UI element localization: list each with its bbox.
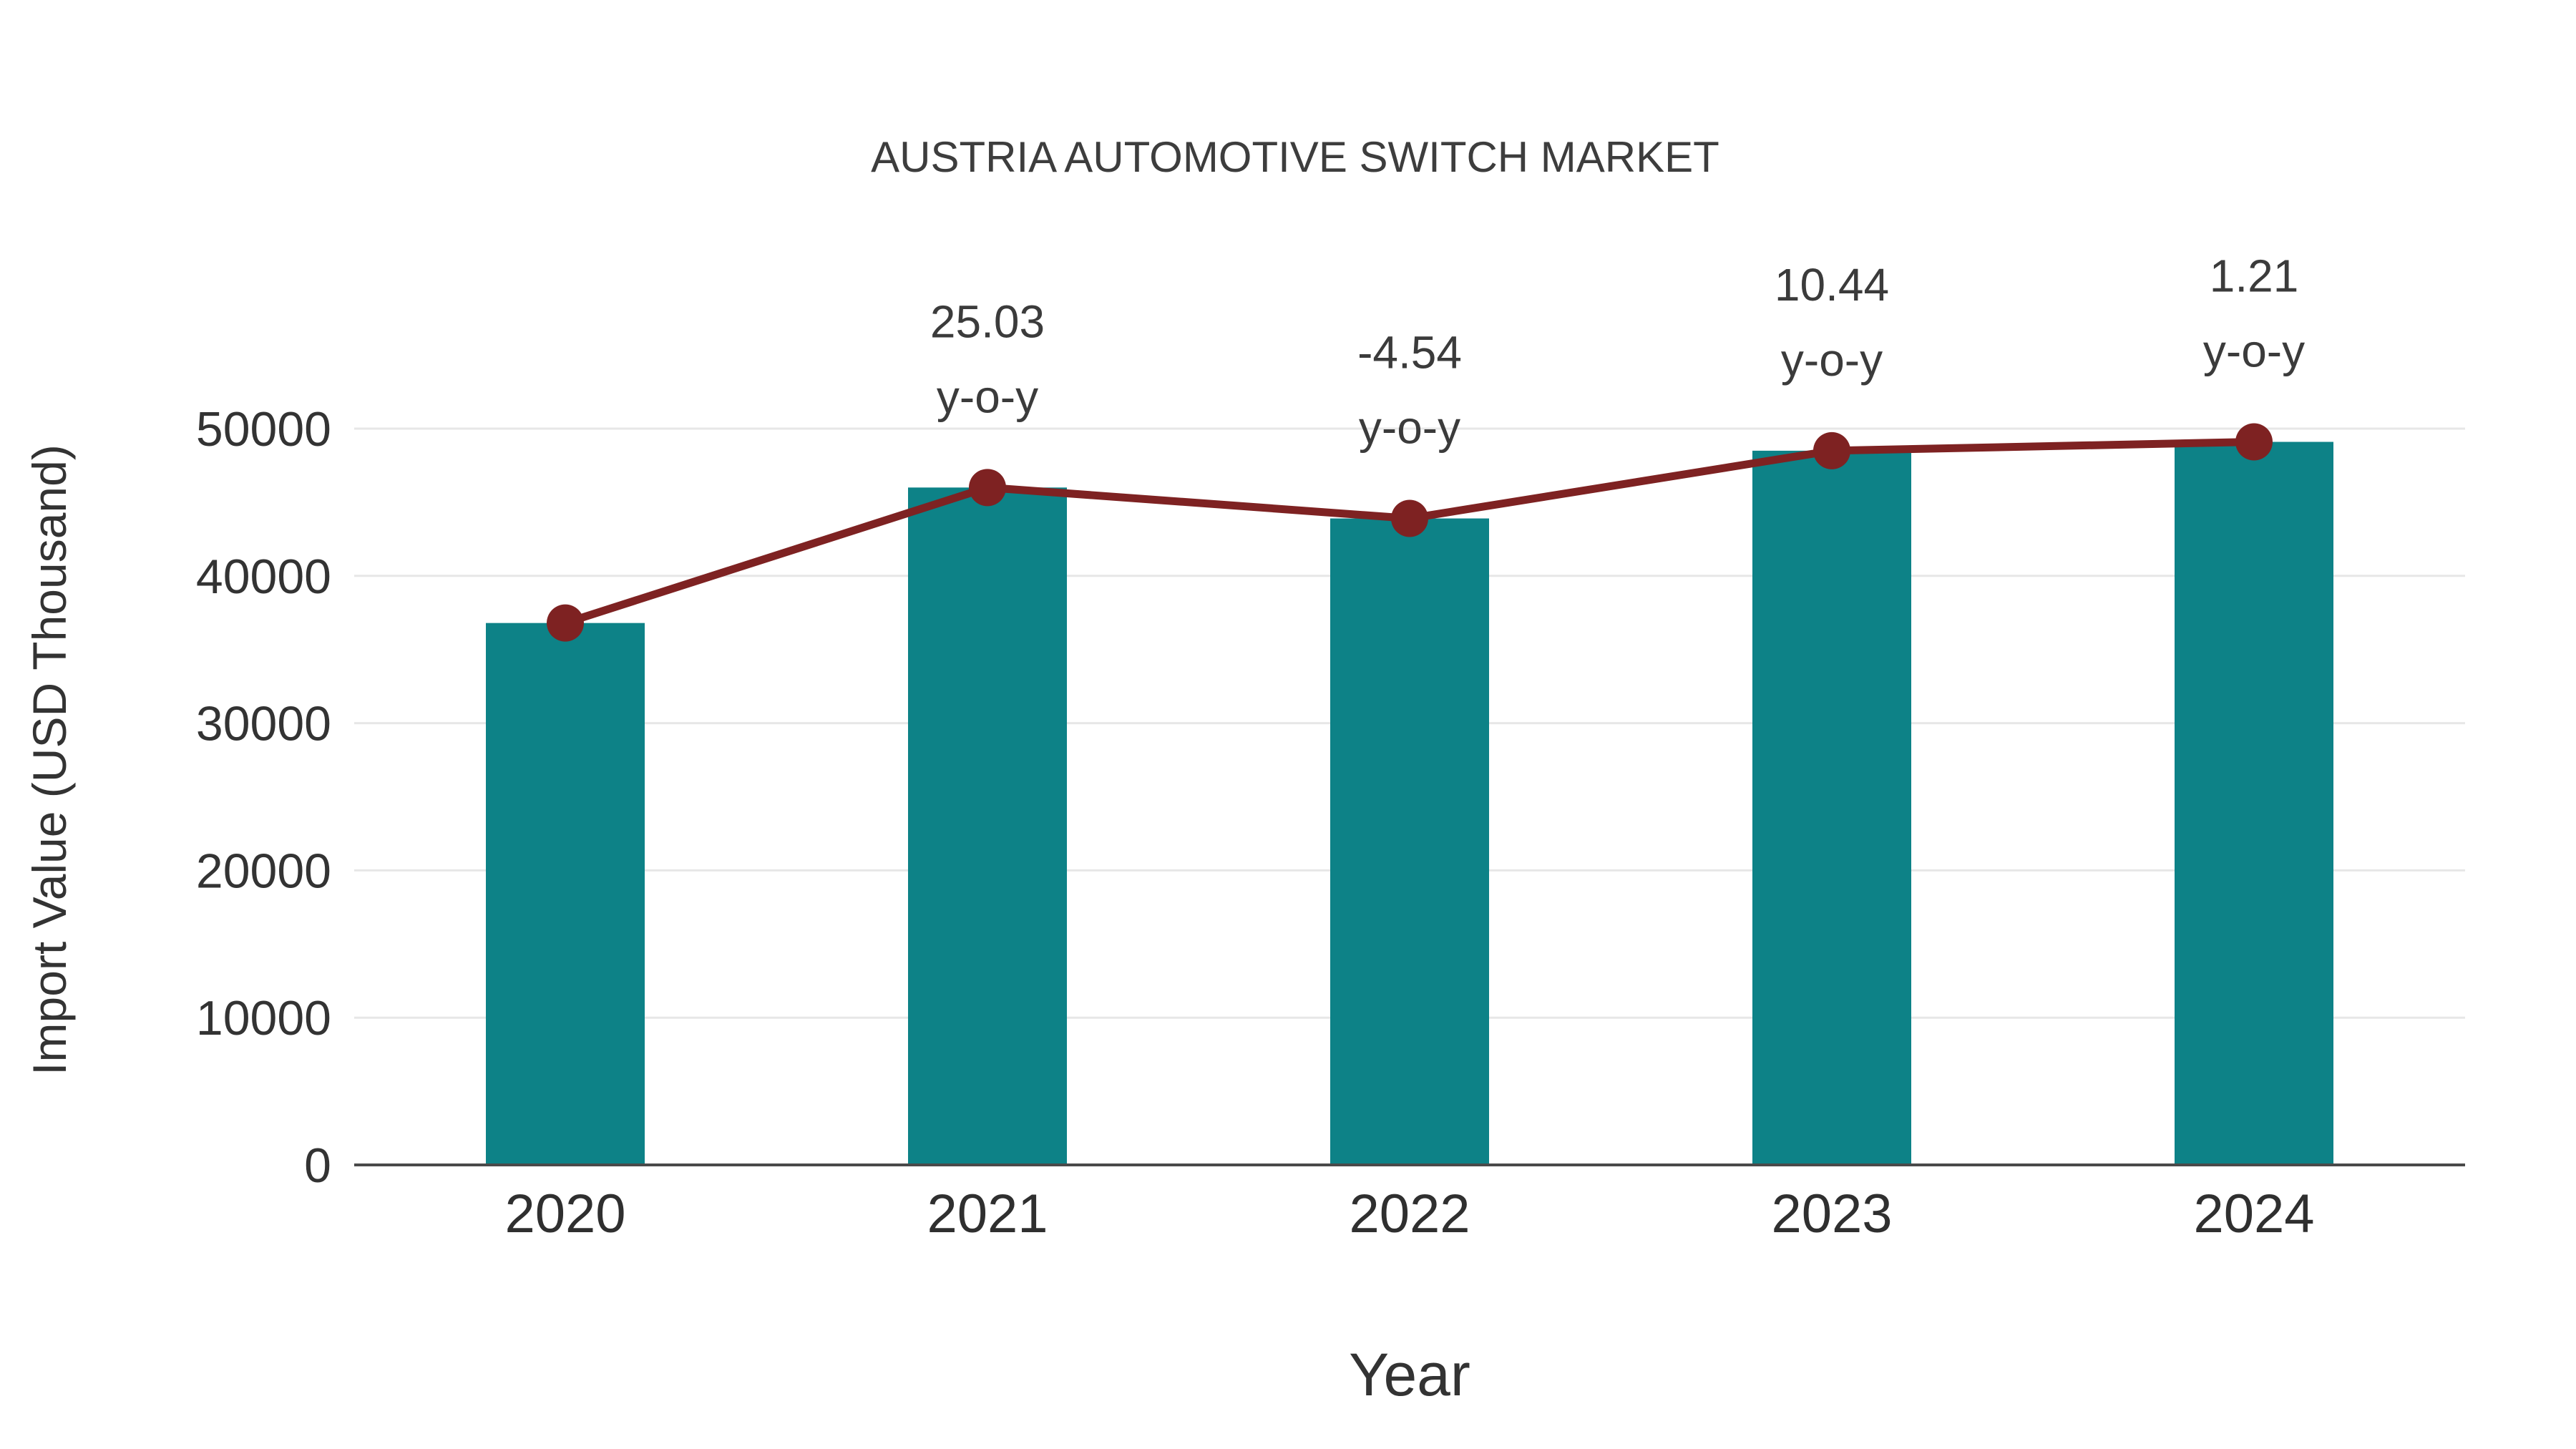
- annotation-label-2021: y-o-y: [937, 371, 1038, 422]
- bar-2021: [908, 487, 1067, 1165]
- annotation-value-2023: 10.44: [1775, 259, 1889, 311]
- x-tick-label-2021: 2021: [927, 1184, 1048, 1244]
- x-tick-label-2022: 2022: [1349, 1184, 1470, 1244]
- line-marker-2020: [547, 604, 584, 642]
- y-tick-label: 50000: [196, 402, 331, 457]
- bar-2020: [486, 623, 645, 1165]
- line-marker-2021: [969, 469, 1006, 507]
- line-marker-2023: [1813, 431, 1850, 469]
- x-tick-label-2024: 2024: [2193, 1184, 2314, 1244]
- x-axis-ticks: 2020 2021 2022 2023 2024: [504, 1184, 2314, 1244]
- annotation-label-2024: y-o-y: [2203, 326, 2305, 377]
- x-axis-title: Year: [1349, 1341, 1470, 1408]
- y-tick-label: 40000: [196, 550, 331, 604]
- bar-2023: [1752, 450, 1911, 1165]
- bar-2022: [1330, 518, 1489, 1165]
- y-tick-label: 20000: [196, 844, 331, 898]
- x-tick-label-2020: 2020: [504, 1184, 625, 1244]
- x-tick-label-2023: 2023: [1771, 1184, 1892, 1244]
- y-axis-ticks: 0 10000 20000 30000 40000 50000: [196, 402, 331, 1193]
- y-axis-title: Import Value (USD Thousand): [23, 444, 76, 1075]
- annotations: 25.03 y-o-y -4.54 y-o-y 10.44 y-o-y 1.21 y-o-y: [930, 250, 2305, 454]
- annotation-label-2022: y-o-y: [1359, 402, 1460, 454]
- annotation-value-2024: 1.21: [2210, 250, 2299, 302]
- annotation-value-2021: 25.03: [930, 296, 1045, 347]
- line-series: [547, 423, 2273, 642]
- bar-2024: [2175, 441, 2333, 1165]
- bar-series: [486, 441, 2333, 1165]
- annotation-label-2023: y-o-y: [1781, 334, 1883, 386]
- y-tick-label: 0: [304, 1138, 331, 1193]
- chart-title: AUSTRIA AUTOMOTIVE SWITCH MARKET: [871, 133, 1719, 181]
- line-marker-2022: [1391, 499, 1428, 537]
- y-tick-label: 10000: [196, 991, 331, 1045]
- annotation-value-2022: -4.54: [1357, 327, 1462, 379]
- line-marker-2024: [2235, 423, 2273, 461]
- y-tick-label: 30000: [196, 697, 331, 751]
